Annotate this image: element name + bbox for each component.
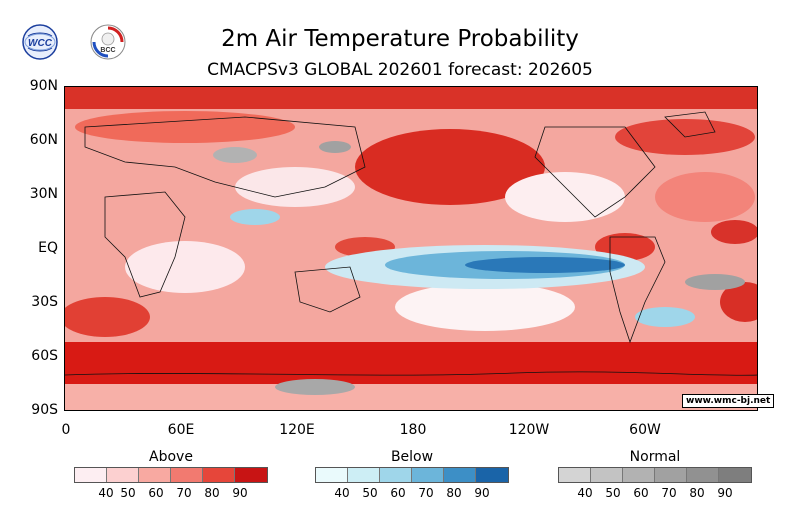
page-title: 2m Air Temperature Probability — [221, 26, 579, 52]
wcc-logo-text: WCC — [28, 38, 53, 49]
legend-below-title: Below — [390, 449, 434, 465]
legend-swatch — [139, 468, 171, 482]
lat-label-90s: 90S — [31, 402, 58, 418]
legend-swatch — [235, 468, 267, 482]
bcc-logo: BCC — [90, 24, 126, 60]
legend-above-tick: 90 — [232, 486, 248, 500]
legend-normal-tick: 60 — [633, 486, 649, 500]
lon-label-180: 180 — [399, 422, 427, 438]
legend-normal-tick: 40 — [577, 486, 593, 500]
page-subtitle: CMACPSv3 GLOBAL 202601 forecast: 202605 — [207, 60, 593, 80]
legend-swatch — [687, 468, 719, 482]
legend-swatch — [623, 468, 655, 482]
legend-swatch — [719, 468, 751, 482]
legend-below-tick: 90 — [474, 486, 490, 500]
legend-above-tick: 70 — [176, 486, 192, 500]
legend-above-tick: 50 — [120, 486, 136, 500]
legend-normal-colorbar — [558, 467, 752, 483]
legend-above-tick: 40 — [98, 486, 114, 500]
legend-swatch — [655, 468, 687, 482]
legend-swatch — [444, 468, 476, 482]
legend-swatch — [559, 468, 591, 482]
legend-below-tick: 70 — [418, 486, 434, 500]
legend-above-tick: 80 — [204, 486, 220, 500]
legend-above-tick: 60 — [148, 486, 164, 500]
lon-label-120w: 120W — [508, 422, 550, 438]
legend-swatch — [171, 468, 203, 482]
watermark-url: www.wmc-bj.net — [682, 394, 775, 408]
legend-normal-title: Normal — [629, 449, 681, 465]
lon-label-120e: 120E — [279, 422, 315, 438]
legend-above-title: Above — [149, 449, 193, 465]
lon-label-60e: 60E — [167, 422, 195, 438]
lat-label-90n: 90N — [29, 78, 58, 94]
wcc-logo: WCC — [22, 24, 58, 60]
lat-label-eq: EQ — [38, 240, 58, 256]
legend-below-tick: 50 — [362, 486, 378, 500]
legend-swatch — [75, 468, 107, 482]
legend-below-colorbar — [315, 467, 509, 483]
legend-swatch — [203, 468, 235, 482]
legend-swatch — [591, 468, 623, 482]
lat-label-60n: 60N — [29, 132, 58, 148]
lon-label-0: 0 — [61, 422, 71, 438]
legend-below-tick: 80 — [446, 486, 462, 500]
legend-swatch — [107, 468, 139, 482]
legend-normal-tick: 80 — [689, 486, 705, 500]
legend-normal-tick: 70 — [661, 486, 677, 500]
legend-normal-tick: 50 — [605, 486, 621, 500]
legend-swatch — [476, 468, 508, 482]
bcc-logo-text: BCC — [100, 47, 115, 54]
legend-swatch — [412, 468, 444, 482]
legend-normal-tick: 90 — [717, 486, 733, 500]
legend-below-tick: 40 — [334, 486, 350, 500]
legend-swatch — [380, 468, 412, 482]
lon-label-60w: 60W — [629, 422, 661, 438]
legend-swatch — [348, 468, 380, 482]
probability-map — [64, 86, 758, 411]
legend-above-colorbar — [74, 467, 268, 483]
legend-swatch — [316, 468, 348, 482]
lat-label-60s: 60S — [31, 348, 58, 364]
lat-label-30s: 30S — [31, 294, 58, 310]
lat-label-30n: 30N — [29, 186, 58, 202]
legend-below-tick: 60 — [390, 486, 406, 500]
